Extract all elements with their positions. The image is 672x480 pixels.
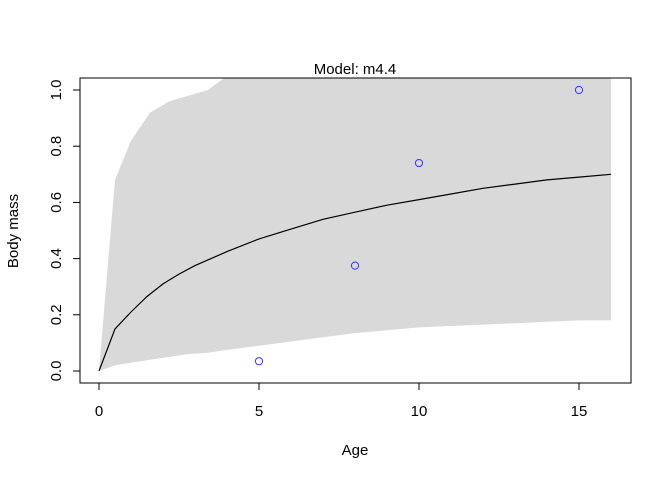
data-point [414, 158, 424, 168]
y-tick-label: 0.8 [48, 136, 65, 157]
data-point [574, 85, 584, 95]
series-line-0 [98, 173, 612, 372]
y-axis: 0.0 0.2 0.4 0.6 0.8 1.0 [48, 80, 81, 382]
y-tick-label: 0.4 [48, 248, 65, 269]
y-axis-label: Body mass [5, 194, 22, 268]
data-point [350, 261, 360, 270]
x-tick-label: 0 [95, 403, 103, 420]
y-tick-label: 0.0 [48, 361, 65, 382]
y-tick-label: 0.2 [48, 304, 65, 325]
x-tick-label: 5 [255, 403, 263, 420]
chart-title: Model: m4.4 [314, 61, 397, 78]
x-axis: 0 5 10 15 [95, 382, 588, 420]
y-tick-label: 0.6 [48, 192, 65, 213]
y-tick-label: 1.0 [48, 80, 65, 101]
x-tick-label: 10 [411, 403, 428, 420]
data-point [254, 357, 264, 366]
uncertainty-band [99, 78, 611, 371]
band-area [99, 78, 611, 371]
x-axis-label: Age [342, 442, 369, 459]
observed-points [254, 85, 584, 366]
x-tick-label: 15 [571, 403, 588, 420]
fit-line [98, 173, 612, 372]
